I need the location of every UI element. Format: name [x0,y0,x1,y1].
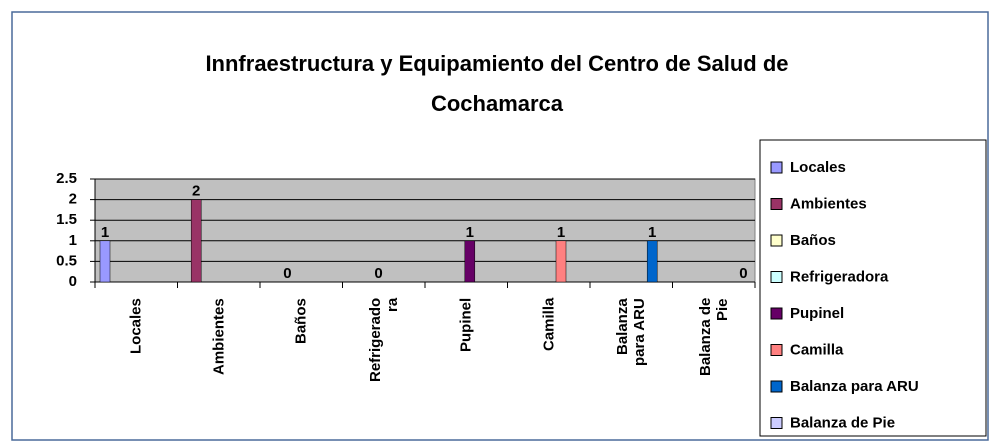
bar [646,240,658,283]
legend-label: Balanza para ARU [790,378,919,395]
legend-swatch [770,198,783,210]
legend-label: Camilla [790,341,844,358]
data-label: 1 [466,224,474,241]
x-tick-label: Locales [127,298,145,354]
bar [190,199,202,283]
data-label: 2 [192,183,200,200]
legend-swatch [770,234,783,247]
x-tick-label: Refrigeradora [366,298,401,383]
x-tick-label: Balanza de Pie [696,298,731,377]
legend [759,139,987,437]
legend-swatch [770,307,783,320]
legend-swatch [770,344,783,356]
legend-label: Pupinel [790,305,844,322]
data-label: 0 [374,265,382,282]
y-tick-label: 2 [69,191,77,208]
y-tick-label: 0.5 [56,252,77,269]
legend-label: Balanza de Pie [790,414,895,431]
bar [555,240,567,283]
legend-swatch [770,161,783,174]
data-label: 1 [557,224,565,241]
x-tick-label: Pupinel [457,298,475,353]
legend-label: Refrigeradora [790,268,889,285]
data-label: 0 [283,265,291,282]
x-tick-label: Camilla [540,298,558,352]
y-tick-label: 2.5 [56,170,77,187]
chart-title: Innfraestructura y Equipamiento del Cent… [205,51,788,116]
legend-swatch [770,417,783,429]
legend-swatch [770,271,783,283]
legend-label: Ambientes [790,195,867,212]
plot-area [94,178,756,283]
x-tick-label: Baños [292,298,310,344]
legend-swatch [770,380,783,393]
bar [99,240,111,283]
y-tick-label: 1.5 [56,211,77,228]
x-tick-label: Balanza para ARU [614,298,649,366]
legend-label: Locales [790,159,846,176]
y-tick-label: 0 [69,273,77,290]
legend-label: Baños [790,232,836,249]
data-label: 0 [739,265,747,282]
data-label: 1 [648,224,656,241]
bar [464,240,476,283]
y-tick-label: 1 [69,232,77,249]
x-tick-label: Ambientes [210,298,228,375]
data-label: 1 [101,224,109,241]
